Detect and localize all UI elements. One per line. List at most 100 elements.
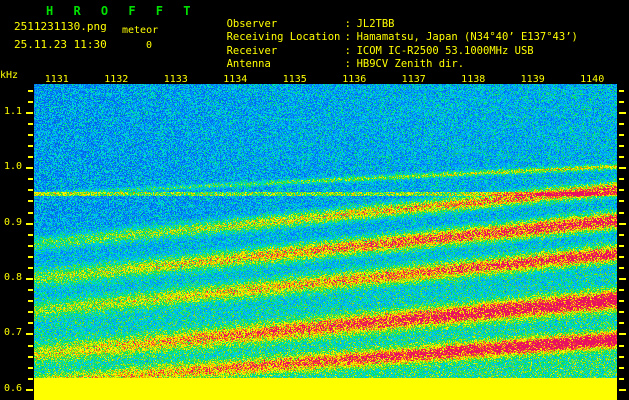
y-axis-tick-mark bbox=[28, 300, 33, 302]
info-row: Antenna: HB9CV Zenith dir. bbox=[176, 45, 578, 70]
y-axis-tick-mark bbox=[26, 389, 33, 391]
y-axis-tick-mark bbox=[28, 367, 33, 369]
y-axis-tick-mark-right bbox=[619, 200, 624, 202]
saturation-band bbox=[34, 378, 617, 400]
y-axis-tick-mark-right bbox=[619, 189, 624, 191]
y-axis-tick-mark bbox=[26, 167, 33, 169]
file-datetime: 25.11.23 11:30 bbox=[14, 38, 107, 51]
y-axis-tick-mark-right bbox=[619, 345, 624, 347]
info-sep: : bbox=[344, 57, 351, 70]
y-axis-tick-mark bbox=[26, 112, 33, 114]
y-axis-tick-mark bbox=[26, 278, 33, 280]
y-axis-tick-mark bbox=[28, 256, 33, 258]
y-axis-tick-mark-right bbox=[619, 267, 624, 269]
info-row: Receiving Location: Hamamatsu, Japan (N34… bbox=[176, 18, 578, 43]
y-axis-tick-mark-right bbox=[619, 278, 626, 280]
app-logo: H R O F F T bbox=[46, 4, 197, 18]
y-axis-tick-label: 0.8 bbox=[3, 272, 22, 284]
right-gutter bbox=[617, 84, 629, 400]
y-axis-tick-mark-right bbox=[619, 311, 624, 313]
x-axis-tick-label: 1136 bbox=[342, 74, 367, 85]
y-axis-tick-mark bbox=[26, 333, 33, 335]
y-axis-tick-mark bbox=[28, 345, 33, 347]
meteor-count: 0 bbox=[146, 40, 153, 51]
info-key: Antenna bbox=[226, 57, 271, 70]
y-axis-tick-mark-right bbox=[619, 333, 626, 335]
x-axis-tick-label: 1135 bbox=[282, 74, 307, 85]
spectrogram-canvas bbox=[34, 84, 617, 378]
y-axis-tick-mark-right bbox=[619, 112, 626, 114]
y-axis-tick-mark-right bbox=[619, 145, 624, 147]
info-row: Observer: JL2TBB bbox=[176, 5, 578, 30]
y-axis-tick-mark bbox=[28, 101, 33, 103]
x-axis-tick-label: 1140 bbox=[580, 74, 605, 85]
x-axis-tick-label: 1138 bbox=[461, 74, 486, 85]
y-axis-tick-mark bbox=[28, 378, 33, 380]
y-axis-tick-mark-right bbox=[619, 156, 624, 158]
file-name: 2511231130.png bbox=[14, 20, 107, 33]
x-axis-tick-label: 1137 bbox=[401, 74, 426, 85]
y-axis-tick-label: 0.9 bbox=[3, 216, 22, 228]
y-axis-tick-mark-right bbox=[619, 123, 624, 125]
y-axis-tick-mark-right bbox=[619, 389, 626, 391]
y-axis-tick-label: 1.0 bbox=[3, 161, 22, 173]
y-axis-tick-mark-right bbox=[619, 223, 626, 225]
x-axis-tick-label: 1132 bbox=[104, 74, 129, 85]
meteor-label: meteor bbox=[122, 25, 159, 36]
info-value: ICOM IC-R2500 53.1000MHz USB bbox=[356, 44, 534, 57]
y-axis-tick-mark-right bbox=[619, 367, 624, 369]
y-axis-tick-mark bbox=[28, 156, 33, 158]
y-axis-tick-mark bbox=[28, 145, 33, 147]
y-axis-tick-mark-right bbox=[619, 90, 624, 92]
y-axis-tick-label: 0.6 bbox=[3, 382, 22, 394]
station-info-table: Observer: JL2TBB Receiving Location: Hamam… bbox=[176, 5, 578, 70]
y-axis-unit-label: kHz bbox=[0, 70, 19, 81]
x-axis-tick-label: 1139 bbox=[520, 74, 545, 85]
y-axis-tick-mark bbox=[28, 123, 33, 125]
x-axis-tick-label: 1131 bbox=[44, 74, 69, 85]
y-axis-tick-mark-right bbox=[619, 212, 624, 214]
y-axis-tick-mark-right bbox=[619, 167, 626, 169]
y-axis-tick-mark-right bbox=[619, 101, 624, 103]
y-axis-tick-mark-right bbox=[619, 245, 624, 247]
info-value: HB9CV Zenith dir. bbox=[356, 57, 465, 70]
y-axis-tick-mark-right bbox=[619, 300, 624, 302]
info-sep: : bbox=[344, 31, 351, 44]
info-key: Observer bbox=[226, 18, 278, 31]
info-sep: : bbox=[344, 18, 351, 31]
y-axis-tick-label: 1.1 bbox=[3, 105, 22, 117]
y-axis-tick-mark-right bbox=[619, 178, 624, 180]
x-axis-tick-label: 1134 bbox=[223, 74, 248, 85]
y-axis-tick-mark bbox=[28, 134, 33, 136]
y-axis-tick-mark bbox=[28, 322, 33, 324]
y-axis-tick-mark-right bbox=[619, 289, 624, 291]
y-axis-tick-mark-right bbox=[619, 256, 624, 258]
header-panel: H R O F F T 2511231130.png 25.11.23 11:3… bbox=[0, 0, 629, 70]
y-axis-tick-mark-right bbox=[619, 356, 624, 358]
y-axis-tick-mark bbox=[28, 90, 33, 92]
y-axis-tick-mark bbox=[28, 311, 33, 313]
y-axis-tick-mark bbox=[28, 245, 33, 247]
y-axis-tick-mark bbox=[28, 267, 33, 269]
info-key: Receiver bbox=[226, 44, 278, 57]
y-axis-tick-mark bbox=[28, 289, 33, 291]
y-axis-tick-mark bbox=[28, 178, 33, 180]
y-axis-tick-mark bbox=[28, 356, 33, 358]
y-axis-tick-mark-right bbox=[619, 378, 624, 380]
y-axis-tick-mark-right bbox=[619, 134, 624, 136]
y-axis-tick-label: 0.7 bbox=[3, 327, 22, 339]
y-axis-tick-mark bbox=[26, 223, 33, 225]
info-key: Receiving Location bbox=[226, 31, 341, 44]
info-value: JL2TBB bbox=[356, 18, 395, 31]
y-axis-tick-mark bbox=[28, 212, 33, 214]
y-axis-tick-mark bbox=[28, 200, 33, 202]
x-axis-tick-label: 1133 bbox=[163, 74, 188, 85]
y-axis-tick-mark-right bbox=[619, 234, 624, 236]
y-axis-tick-mark bbox=[28, 234, 33, 236]
y-axis-tick-mark bbox=[28, 189, 33, 191]
info-sep: : bbox=[344, 44, 351, 57]
info-value: Hamamatsu, Japan (N34°40’ E137°43’) bbox=[356, 31, 578, 44]
info-row: Receiver: ICOM IC-R2500 53.1000MHz USB bbox=[176, 31, 578, 57]
left-gutter bbox=[0, 84, 34, 400]
